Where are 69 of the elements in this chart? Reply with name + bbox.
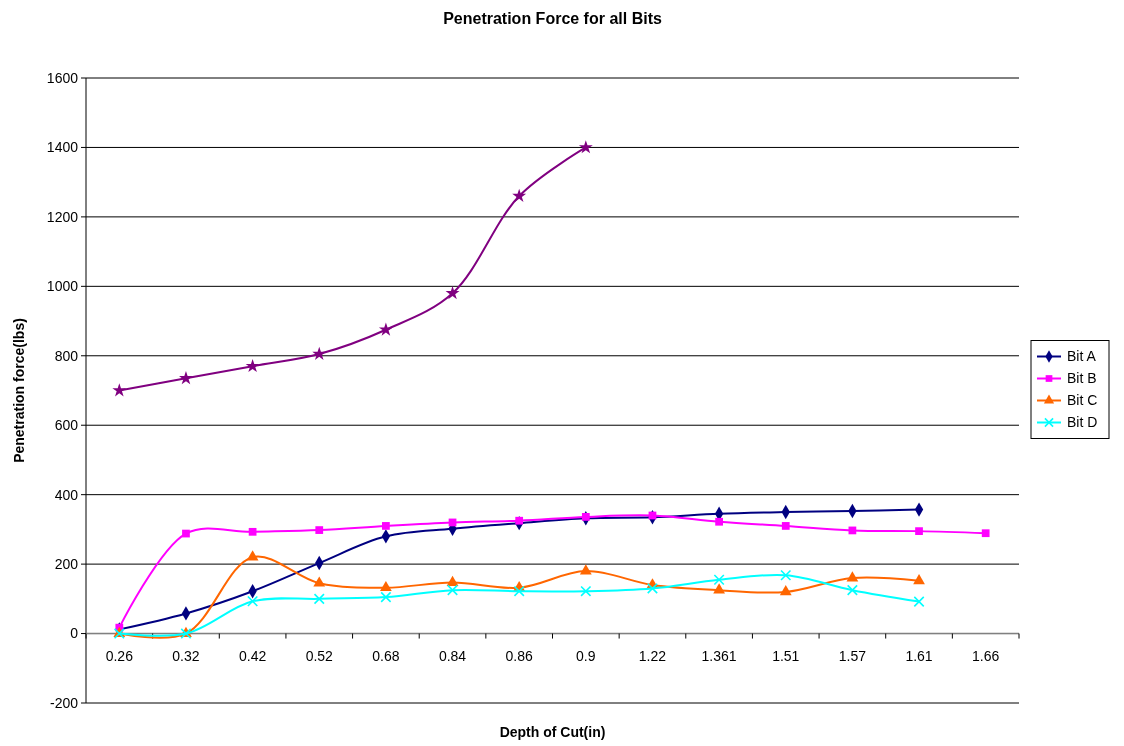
point bbox=[313, 576, 326, 587]
point bbox=[380, 580, 392, 592]
point bbox=[713, 583, 725, 594]
x-tick-label: 1.51 bbox=[772, 647, 800, 664]
point bbox=[846, 584, 858, 596]
y-tick-label: 1600 bbox=[46, 69, 79, 86]
point bbox=[246, 550, 259, 561]
point bbox=[913, 596, 925, 608]
point bbox=[445, 285, 460, 300]
x-tick-label: 1.361 bbox=[701, 647, 737, 664]
legend-label: Bit A bbox=[1067, 348, 1097, 365]
x-tick-label: 0.42 bbox=[238, 647, 267, 664]
y-tick-label: 1200 bbox=[46, 208, 79, 225]
point bbox=[315, 526, 324, 534]
x-tick-label: 0.52 bbox=[305, 647, 334, 664]
chart-title: Penetration Force for all Bits bbox=[443, 10, 662, 27]
point bbox=[513, 585, 525, 597]
y-tick-label: 0 bbox=[70, 625, 79, 642]
point bbox=[179, 371, 193, 385]
x-axis-title: Depth of Cut(in) bbox=[499, 724, 606, 740]
point bbox=[846, 571, 859, 582]
legend-label: Bit C bbox=[1067, 392, 1098, 409]
point bbox=[781, 522, 790, 530]
point bbox=[515, 516, 524, 525]
point bbox=[512, 188, 527, 202]
point bbox=[913, 573, 925, 585]
x-tick-label: 0.84 bbox=[438, 647, 467, 664]
point bbox=[713, 574, 725, 586]
point bbox=[646, 582, 658, 594]
x-tick-label: 1.57 bbox=[838, 647, 867, 664]
point bbox=[245, 358, 260, 373]
y-tick-label: 400 bbox=[54, 486, 79, 503]
x-tick-label: 1.22 bbox=[638, 647, 667, 664]
legend-label: Bit D bbox=[1067, 414, 1098, 431]
x-tick-label: 0.68 bbox=[372, 647, 400, 664]
legend-label: Bit B bbox=[1067, 370, 1097, 387]
x-tick-label: 0.9 bbox=[576, 647, 596, 664]
y-tick-label: 600 bbox=[54, 417, 79, 434]
point bbox=[715, 517, 723, 526]
point bbox=[112, 383, 127, 397]
point bbox=[779, 585, 792, 596]
point bbox=[382, 522, 390, 530]
y-tick-label: -200 bbox=[49, 694, 79, 711]
point bbox=[313, 593, 325, 605]
point bbox=[312, 346, 327, 360]
point bbox=[378, 322, 393, 336]
x-tick-label: 1.61 bbox=[905, 647, 933, 664]
x-tick-label: 1.66 bbox=[972, 647, 1000, 664]
y-tick-label: 200 bbox=[54, 556, 79, 573]
point bbox=[915, 527, 923, 535]
x-tick-label: 0.32 bbox=[172, 647, 200, 664]
y-tick-label: 1400 bbox=[46, 139, 79, 156]
y-tick-label: 1000 bbox=[46, 278, 79, 295]
point bbox=[380, 591, 392, 603]
x-tick-label: 0.86 bbox=[505, 647, 534, 664]
point bbox=[780, 569, 792, 581]
point bbox=[248, 527, 257, 536]
point bbox=[579, 564, 592, 575]
y-axis-title: Penetration force(lbs) bbox=[11, 318, 27, 463]
point bbox=[981, 529, 990, 538]
point bbox=[446, 575, 459, 586]
point bbox=[182, 529, 190, 538]
point bbox=[581, 513, 590, 521]
point bbox=[578, 140, 593, 154]
y-tick-label: 800 bbox=[54, 347, 79, 364]
point bbox=[447, 584, 459, 596]
x-tick-label: 0.26 bbox=[105, 647, 134, 664]
point bbox=[580, 585, 592, 597]
point bbox=[247, 595, 259, 607]
